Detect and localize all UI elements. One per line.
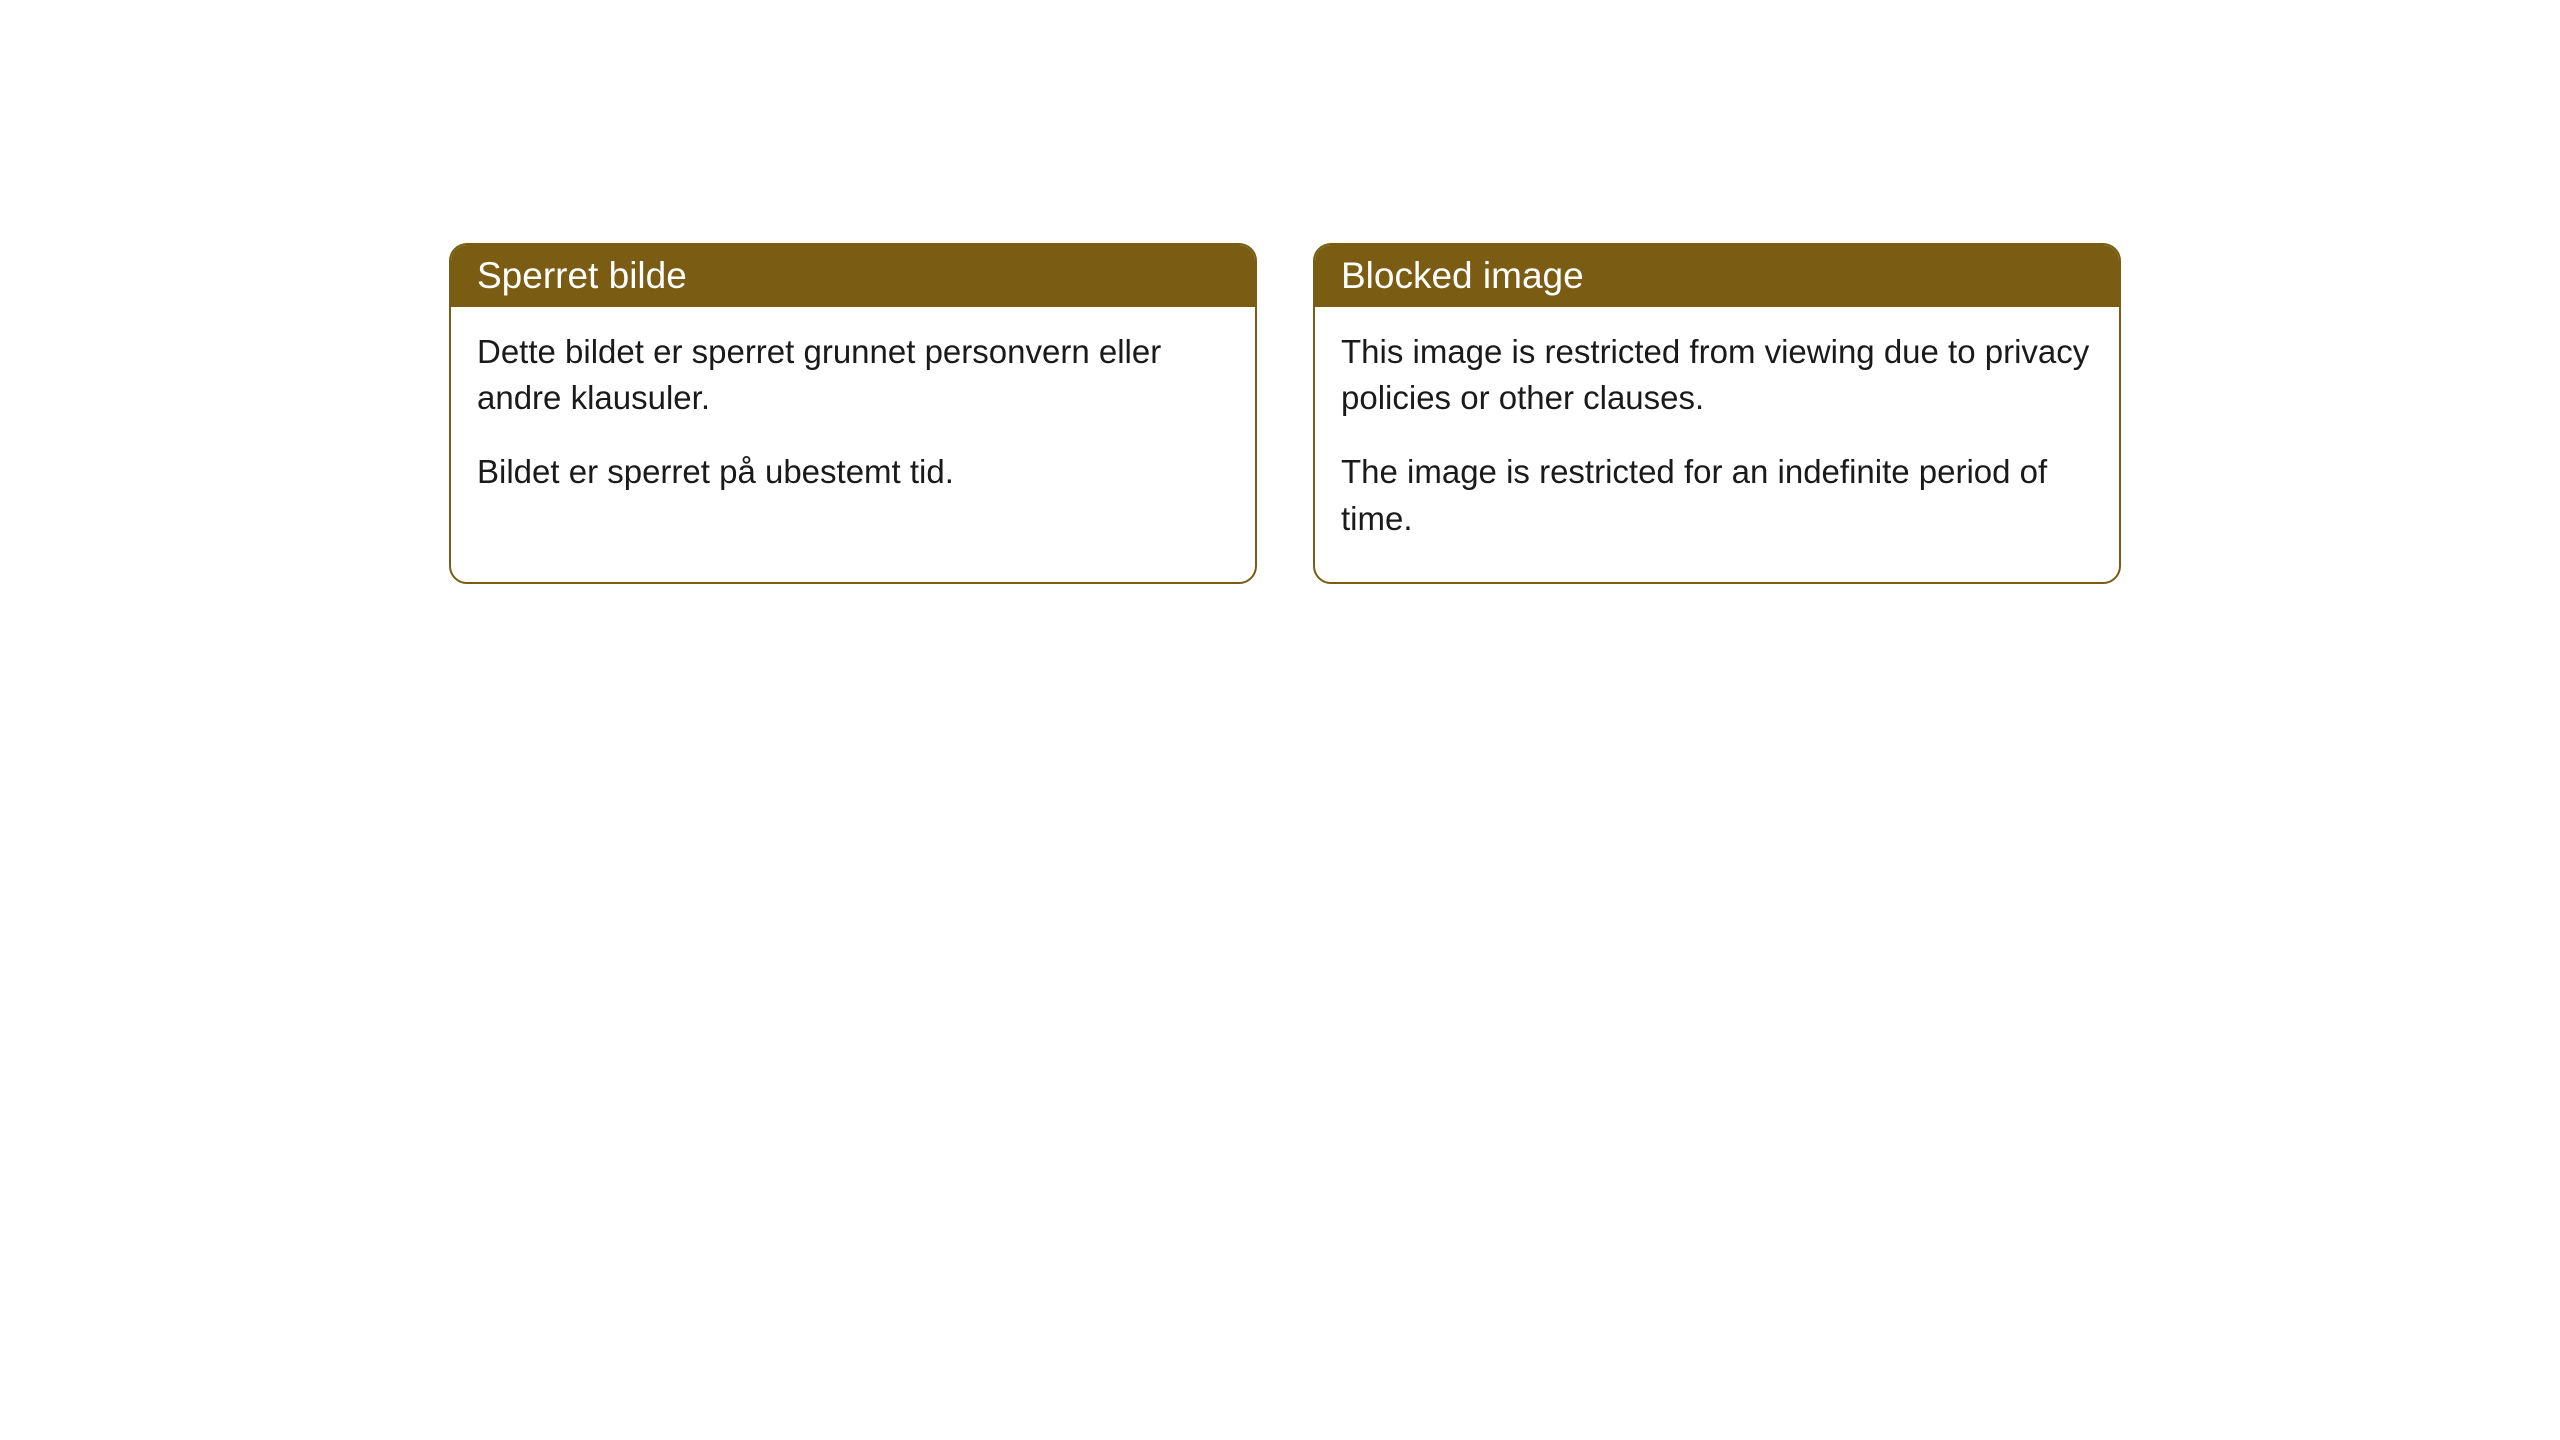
card-paragraph: This image is restricted from viewing du… [1341, 329, 2093, 421]
blocked-image-card-english: Blocked image This image is restricted f… [1313, 243, 2121, 584]
card-paragraph: Bildet er sperret på ubestemt tid. [477, 449, 1229, 495]
card-body: Dette bildet er sperret grunnet personve… [451, 307, 1255, 536]
blocked-image-card-norwegian: Sperret bilde Dette bildet er sperret gr… [449, 243, 1257, 584]
card-title: Sperret bilde [477, 255, 687, 296]
card-paragraph: Dette bildet er sperret grunnet personve… [477, 329, 1229, 421]
card-header: Blocked image [1315, 245, 2119, 307]
card-body: This image is restricted from viewing du… [1315, 307, 2119, 582]
card-title: Blocked image [1341, 255, 1584, 296]
notice-cards-container: Sperret bilde Dette bildet er sperret gr… [449, 243, 2121, 584]
card-paragraph: The image is restricted for an indefinit… [1341, 449, 2093, 541]
card-header: Sperret bilde [451, 245, 1255, 307]
